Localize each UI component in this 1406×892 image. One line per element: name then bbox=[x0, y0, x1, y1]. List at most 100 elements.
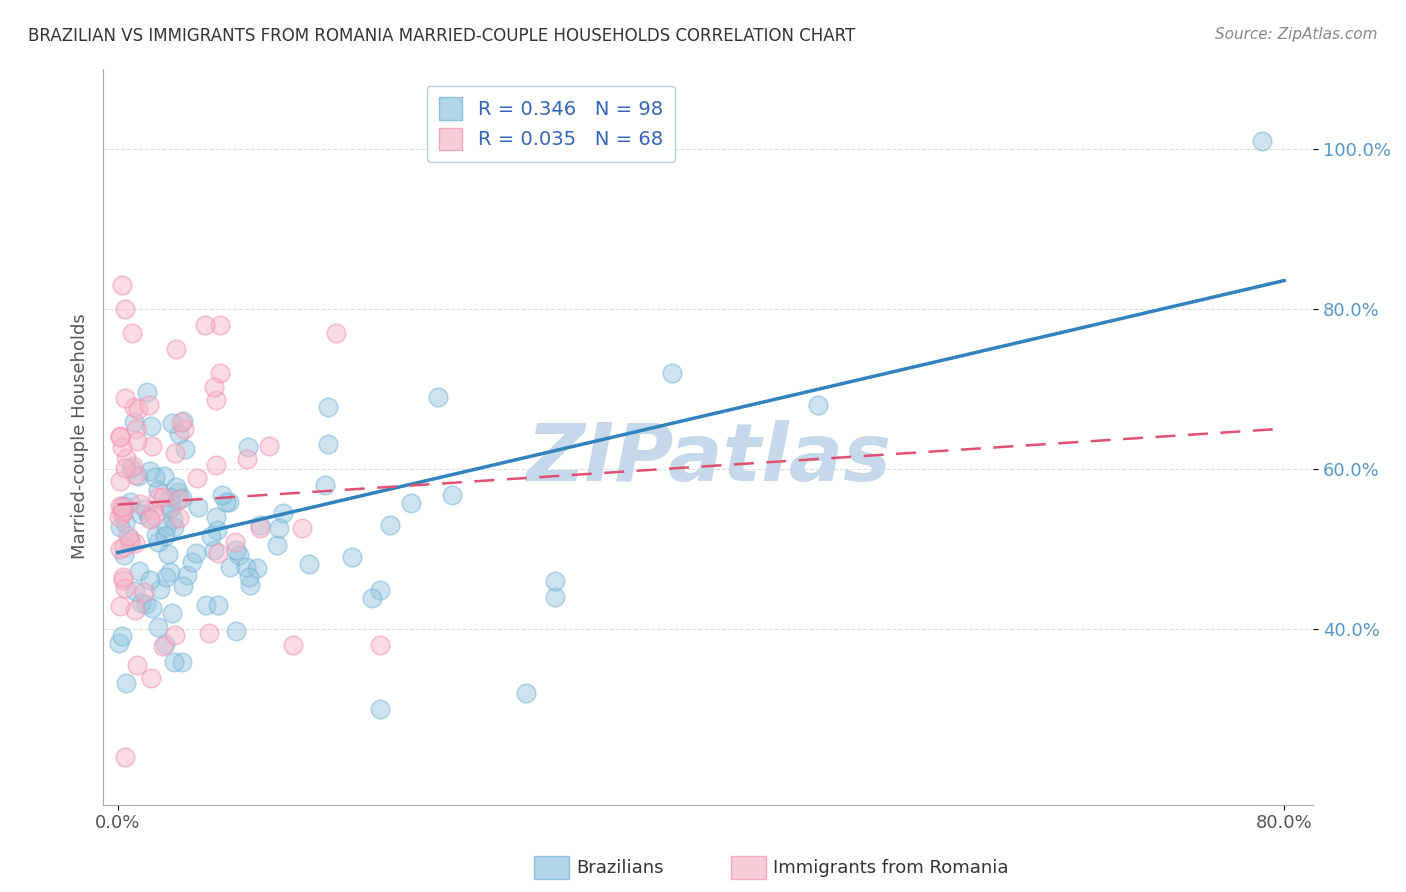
Point bbox=[205, 523, 228, 537]
Point bbox=[225, 624, 247, 638]
Point bbox=[153, 469, 176, 483]
Point bbox=[145, 528, 167, 542]
Legend: R = 0.346   N = 98, R = 0.035   N = 68: R = 0.346 N = 98, R = 0.035 N = 68 bbox=[427, 86, 675, 161]
Point bbox=[125, 422, 148, 436]
Point bbox=[139, 573, 162, 587]
Point bbox=[117, 529, 139, 543]
Point bbox=[1251, 134, 1274, 148]
Point bbox=[127, 434, 149, 449]
Point bbox=[108, 429, 131, 443]
Point bbox=[138, 510, 160, 524]
Point bbox=[257, 439, 280, 453]
Point bbox=[186, 546, 208, 560]
Point bbox=[249, 521, 271, 535]
Text: Immigrants from Romania: Immigrants from Romania bbox=[773, 859, 1008, 877]
Point bbox=[143, 470, 166, 484]
Point bbox=[115, 676, 138, 690]
Point bbox=[198, 625, 221, 640]
Point bbox=[163, 520, 186, 534]
Point bbox=[112, 569, 135, 583]
Point bbox=[124, 467, 146, 482]
Point bbox=[149, 582, 172, 596]
Point bbox=[186, 471, 208, 485]
Point bbox=[172, 414, 194, 428]
Point bbox=[112, 548, 135, 562]
Point bbox=[129, 507, 152, 521]
Point bbox=[165, 480, 187, 494]
Point bbox=[378, 518, 401, 533]
Point bbox=[139, 671, 162, 685]
Point bbox=[108, 430, 131, 444]
Point bbox=[127, 401, 149, 416]
Point bbox=[368, 582, 391, 597]
Point bbox=[120, 532, 142, 546]
Point bbox=[153, 636, 176, 650]
Point bbox=[157, 547, 180, 561]
Point bbox=[165, 628, 187, 642]
Point bbox=[139, 512, 162, 526]
Text: BRAZILIAN VS IMMIGRANTS FROM ROMANIA MARRIED-COUPLE HOUSEHOLDS CORRELATION CHART: BRAZILIAN VS IMMIGRANTS FROM ROMANIA MAR… bbox=[28, 27, 855, 45]
Point bbox=[215, 495, 238, 509]
Point bbox=[160, 606, 183, 620]
Point bbox=[114, 301, 136, 316]
Point bbox=[238, 440, 260, 454]
Point bbox=[159, 501, 181, 516]
Point bbox=[155, 570, 177, 584]
Point bbox=[142, 503, 165, 517]
Point bbox=[267, 521, 290, 535]
Point bbox=[202, 380, 225, 394]
Point bbox=[114, 749, 136, 764]
Point bbox=[281, 638, 304, 652]
Point bbox=[205, 393, 228, 408]
Point bbox=[181, 555, 204, 569]
Point bbox=[146, 491, 169, 505]
Point bbox=[170, 416, 193, 430]
Point bbox=[152, 639, 174, 653]
Point bbox=[112, 541, 135, 555]
Point bbox=[806, 398, 828, 412]
Point bbox=[166, 493, 188, 508]
Point bbox=[148, 483, 170, 497]
Point bbox=[238, 570, 260, 584]
Point bbox=[194, 318, 217, 332]
Point bbox=[114, 461, 136, 475]
Point bbox=[111, 504, 134, 518]
Point bbox=[112, 573, 135, 587]
Point bbox=[172, 579, 194, 593]
Point bbox=[148, 620, 170, 634]
Point bbox=[167, 511, 190, 525]
Point bbox=[271, 506, 294, 520]
Point bbox=[298, 557, 321, 571]
Point bbox=[122, 400, 145, 414]
Point bbox=[108, 510, 131, 524]
Point bbox=[159, 566, 181, 580]
Point bbox=[139, 419, 162, 434]
Point bbox=[110, 542, 132, 557]
Point bbox=[165, 342, 187, 356]
Point bbox=[167, 427, 190, 442]
Point bbox=[187, 500, 209, 515]
Point bbox=[246, 560, 269, 574]
Point bbox=[112, 499, 135, 513]
Point bbox=[219, 559, 242, 574]
Point bbox=[368, 701, 391, 715]
Point bbox=[399, 496, 422, 510]
Point bbox=[122, 416, 145, 430]
Point bbox=[121, 326, 143, 340]
Point bbox=[111, 629, 134, 643]
Point bbox=[114, 516, 136, 530]
Text: ZIPatlas: ZIPatlas bbox=[526, 419, 891, 498]
Point bbox=[176, 568, 198, 582]
Point bbox=[208, 318, 231, 332]
Point bbox=[136, 384, 159, 399]
Point bbox=[208, 366, 231, 380]
Point bbox=[325, 326, 347, 340]
Point bbox=[110, 474, 132, 488]
Point bbox=[111, 277, 134, 292]
Point bbox=[228, 549, 250, 563]
Point bbox=[114, 581, 136, 595]
Point bbox=[134, 502, 156, 516]
Point bbox=[159, 490, 181, 504]
Point bbox=[368, 638, 391, 652]
Point bbox=[207, 546, 229, 560]
